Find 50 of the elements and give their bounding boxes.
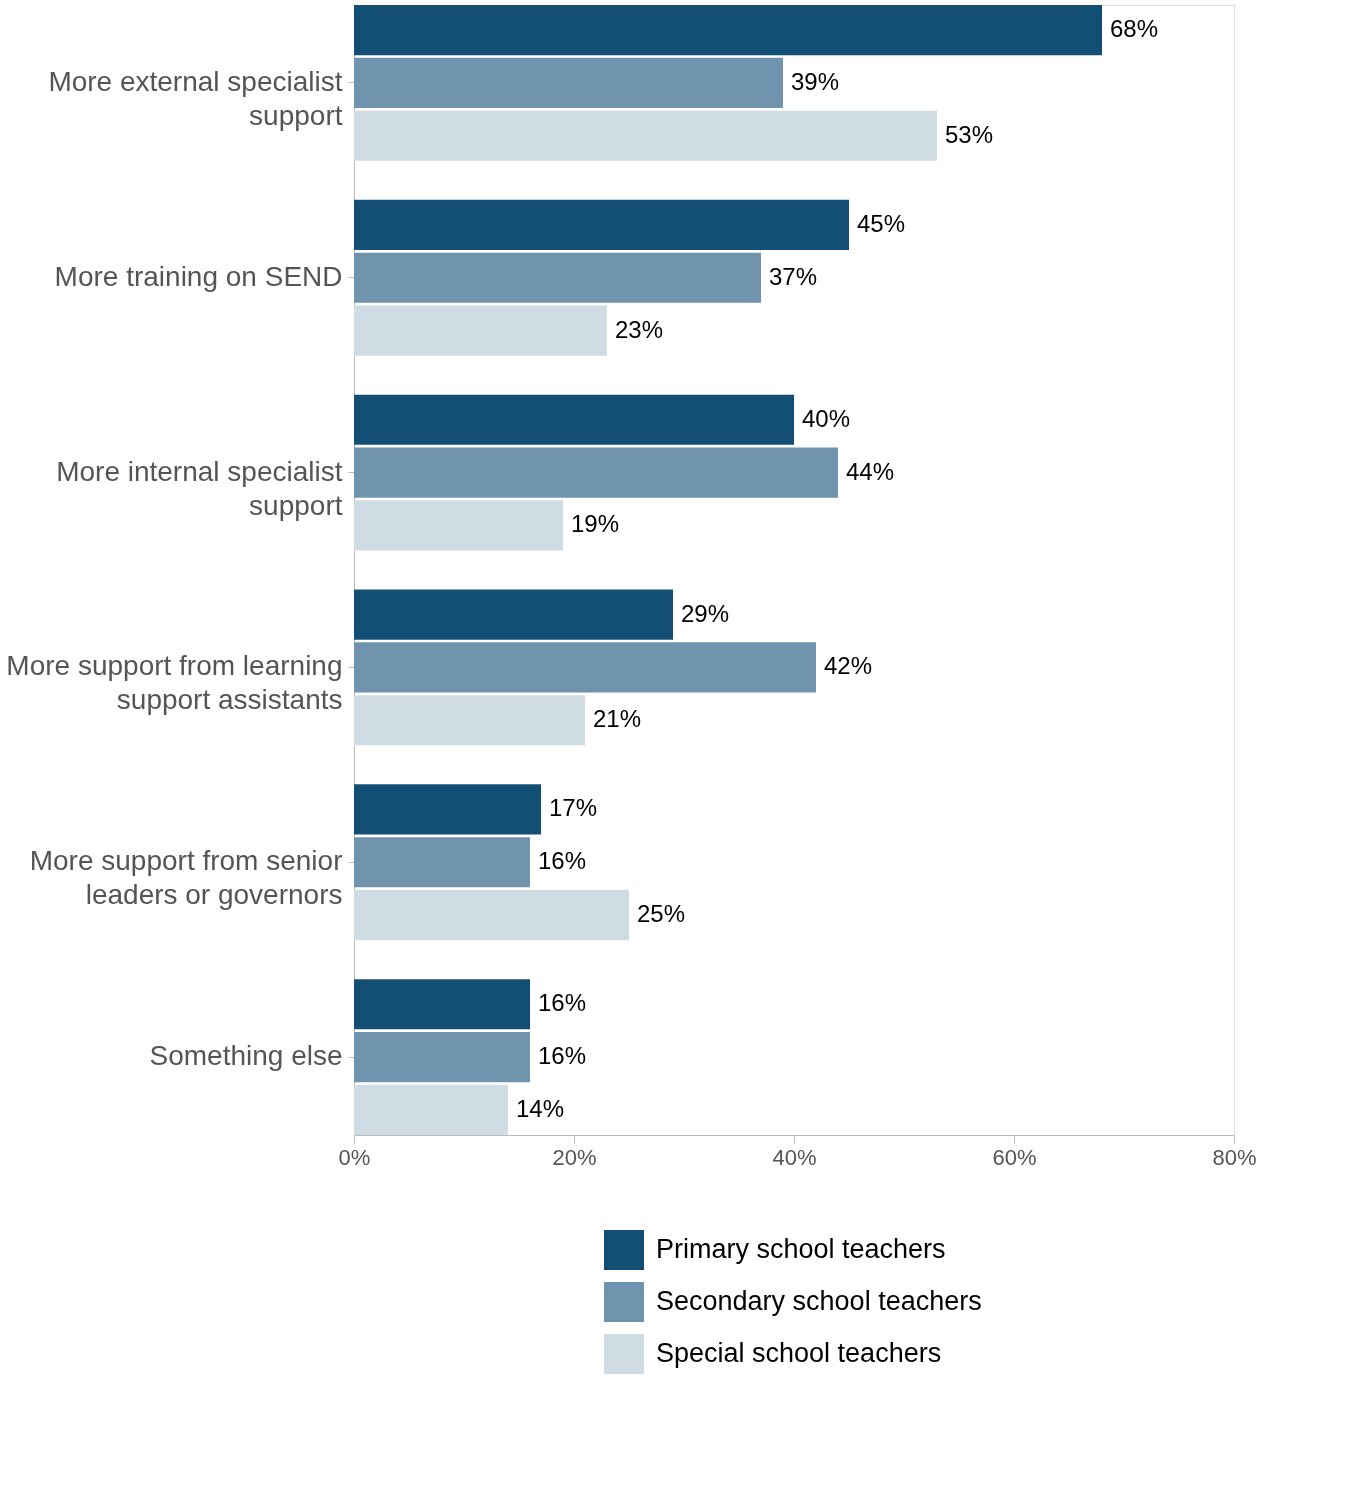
legend-label: Primary school teachers — [656, 1234, 946, 1264]
data-label: 14% — [516, 1094, 565, 1122]
x-tick-label: 0% — [338, 1144, 371, 1170]
data-label: 23% — [615, 315, 664, 343]
data-label: 29% — [681, 599, 730, 627]
y-tick-label: More internal specialist support — [56, 455, 343, 521]
bar — [354, 589, 673, 640]
data-label: 25% — [637, 900, 686, 928]
data-label: 40% — [802, 404, 851, 432]
bar — [354, 1084, 508, 1135]
bar — [354, 394, 794, 445]
data-label: 39% — [791, 67, 840, 95]
bar — [354, 837, 530, 888]
y-tick-label: More support from learning support assistants — [6, 650, 343, 716]
y-tick-label: Something else — [149, 1040, 343, 1072]
data-label: 16% — [538, 847, 587, 875]
data-label: 21% — [593, 705, 642, 733]
bar — [354, 784, 541, 835]
data-label: 45% — [857, 209, 906, 237]
x-tick-label: 60% — [992, 1144, 1037, 1170]
bar — [354, 5, 1102, 56]
bar — [354, 642, 816, 693]
y-tick-label: More external specialist support — [48, 65, 343, 131]
bar — [354, 252, 761, 303]
y-tick-label: More support from senior leaders or governors — [29, 845, 343, 911]
bar — [354, 57, 783, 109]
bar — [354, 695, 585, 746]
data-label: 42% — [824, 652, 873, 680]
x-tick-label: 40% — [772, 1144, 817, 1170]
x-tick-label: 20% — [552, 1144, 597, 1170]
data-label: 19% — [571, 510, 620, 538]
bar — [354, 500, 563, 551]
bar — [354, 199, 849, 251]
y-tick-label: More training on SEND — [54, 260, 343, 292]
legend-label: Special school teachers — [656, 1338, 942, 1368]
bar — [354, 305, 607, 356]
bar — [354, 110, 937, 161]
data-label: 53% — [945, 120, 994, 148]
data-label: 68% — [1110, 15, 1159, 43]
data-label: 44% — [846, 457, 895, 485]
bar — [354, 889, 629, 941]
bar — [354, 1031, 530, 1083]
data-label: 37% — [769, 262, 818, 290]
x-tick-label: 80% — [1212, 1144, 1257, 1170]
legend-label: Secondary school teachers — [656, 1286, 982, 1316]
bar — [354, 979, 530, 1030]
bar — [354, 447, 838, 498]
data-label: 16% — [538, 1042, 587, 1070]
data-label: 17% — [549, 794, 598, 822]
data-label: 16% — [538, 989, 587, 1017]
